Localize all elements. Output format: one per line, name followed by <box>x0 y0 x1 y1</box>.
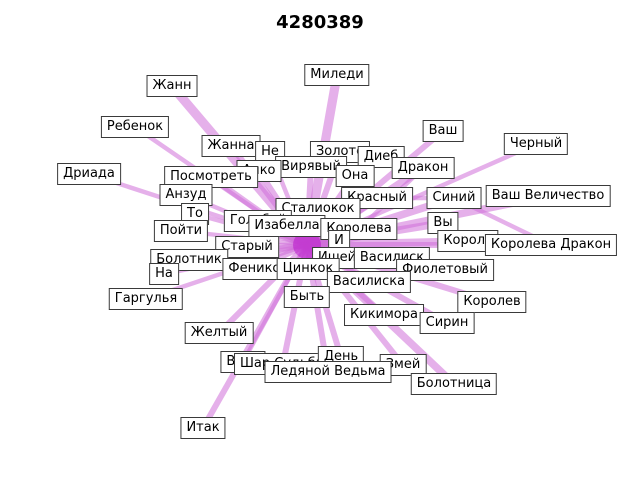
node-label-цинкок: Цинкок <box>276 258 340 280</box>
node-label-на: На <box>149 263 179 285</box>
node-label-синий: Синий <box>426 187 482 209</box>
node-label-дракон: Дракон <box>391 157 455 179</box>
node-label-быть: Быть <box>283 286 331 308</box>
node-label-итак: Итак <box>180 417 226 439</box>
node-label-и: И <box>328 230 350 252</box>
node-label-черный: Черный <box>503 133 569 155</box>
node-label-фиолетовый: Фиолетовый <box>396 259 494 281</box>
node-label-гаргулья: Гаргулья <box>108 288 184 310</box>
node-label-изабелла: Изабелла <box>248 215 326 237</box>
node-label-ваш: Ваш <box>422 120 464 142</box>
node-label-ледяной-ведьма: Ледяной Ведьма <box>264 361 392 383</box>
node-label-старый: Старый <box>215 236 279 258</box>
node-label-ваш-величество: Ваш Величество <box>485 185 611 207</box>
node-label-король: Король <box>437 230 499 252</box>
diagram-title: 4280389 <box>276 12 364 33</box>
node-label-жанна: Жанна <box>201 135 261 157</box>
node-label-посмотреть: Посмотреть <box>164 166 258 188</box>
node-label-она: Она <box>335 165 375 187</box>
node-label-ребенок: Ребенок <box>100 116 170 138</box>
node-label-дриада: Дриада <box>57 163 121 185</box>
node-label-кикимора: Кикимора <box>344 304 424 326</box>
node-label-жанн: Жанн <box>146 75 198 97</box>
node-label-пойти: Пойти <box>153 220 209 242</box>
node-label-королева-дракон: Королева Дракон <box>484 234 618 256</box>
node-label-сирин: Сирин <box>419 312 475 334</box>
node-label-болотница: Болотница <box>410 373 498 395</box>
node-label-василиска: Василиска <box>326 271 412 293</box>
node-label-миледи: Миледи <box>304 64 370 86</box>
node-label-анзуд: Анзуд <box>159 184 213 206</box>
node-label-желтый: Желтый <box>184 322 254 344</box>
node-label-королев: Королев <box>457 291 527 313</box>
